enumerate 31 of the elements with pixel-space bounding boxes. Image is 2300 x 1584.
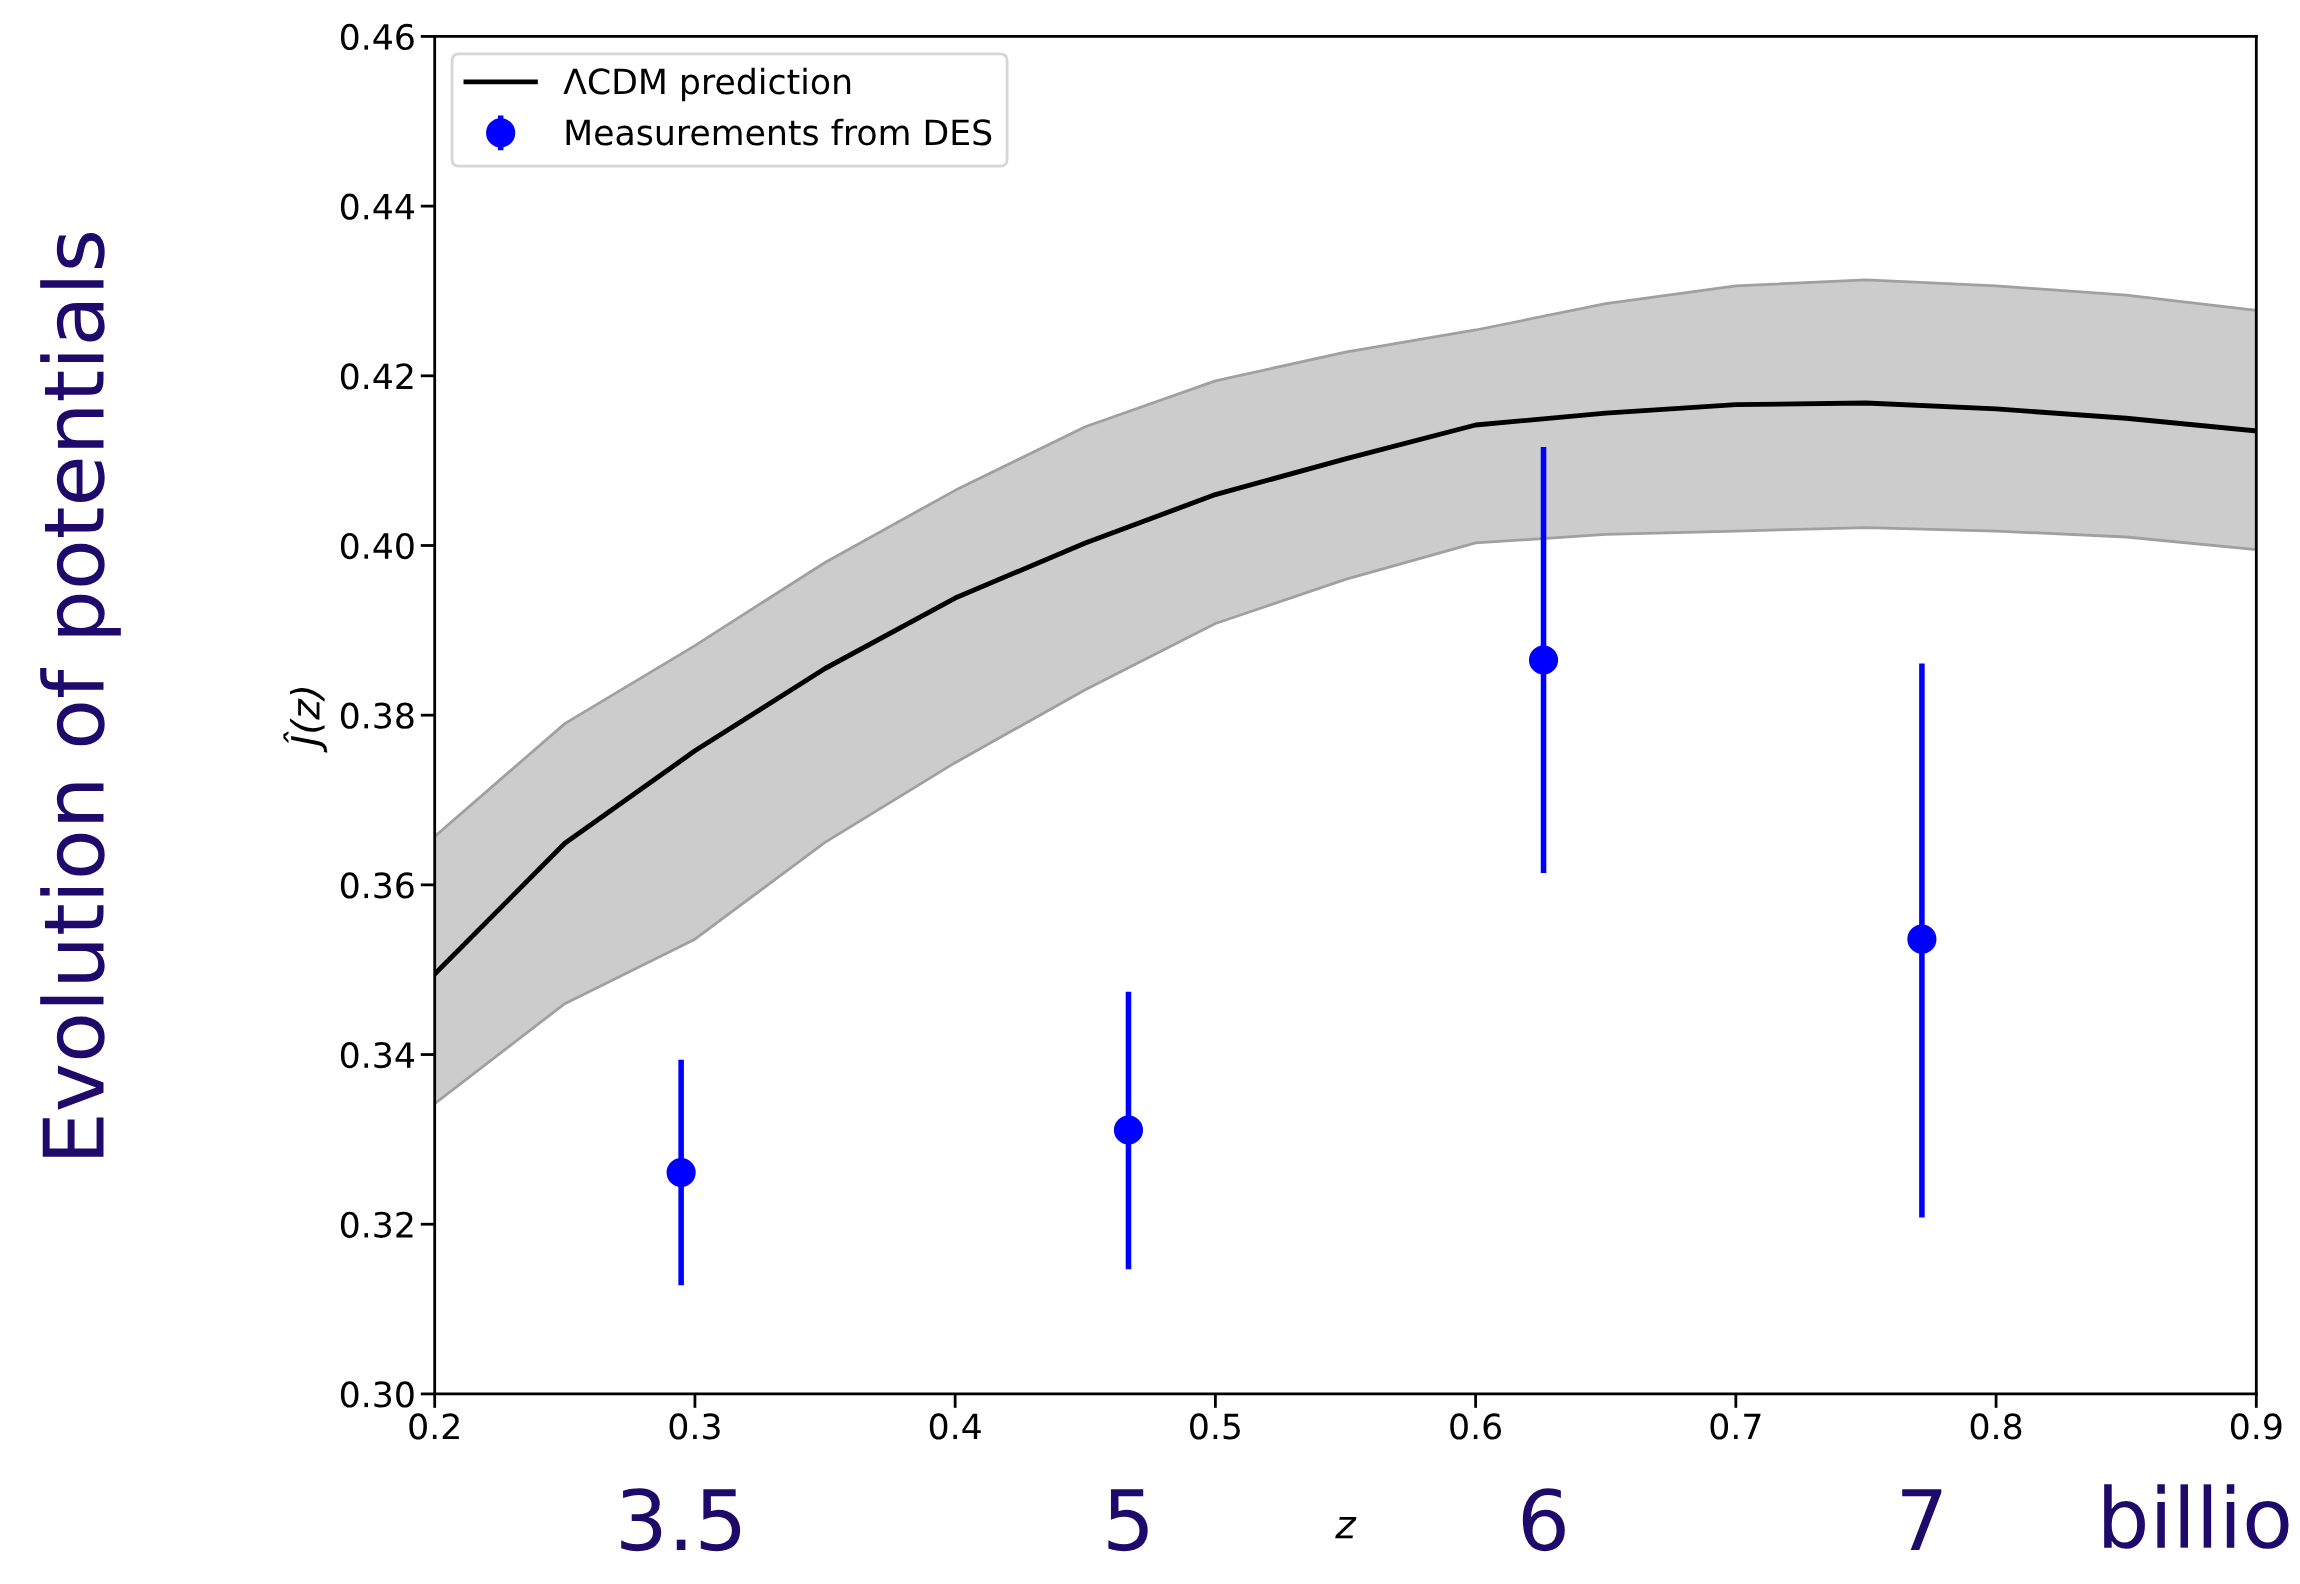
x-tick-label: 0.8 <box>1970 1413 2022 1440</box>
x-tick-label: 0.6 <box>1450 1413 1502 1440</box>
y-tick-label: 0.32 <box>340 1211 413 1238</box>
legend-label: ΛCDM prediction <box>563 67 851 102</box>
x-tick-label: 0.4 <box>929 1413 981 1440</box>
x-tick-label: 0.2 <box>409 1413 459 1440</box>
point <box>1907 924 1937 954</box>
y-tick-label: 0.44 <box>340 193 414 220</box>
x-tick-label: 0.7 <box>1710 1413 1761 1440</box>
x-tick-label: 0.5 <box>1190 1413 1240 1440</box>
y-tick-label: 0.36 <box>340 872 414 899</box>
point <box>666 1157 696 1188</box>
x-tick-label: 0.9 <box>2230 1413 2282 1440</box>
text: 5 <box>1108 1489 1148 1552</box>
text: Evolution of potentials <box>40 233 121 1157</box>
y-axis-title: Ĵ(z) <box>283 688 328 753</box>
y-tick-label: 0.34 <box>340 1041 414 1069</box>
legend-label: Measurements from DES <box>566 118 992 146</box>
point <box>1528 645 1559 675</box>
y-tick-label: 0.38 <box>340 702 414 729</box>
text: 3.5 <box>621 1488 741 1552</box>
text: billio <box>2104 1484 2289 1549</box>
y-tick-label: 0.42 <box>340 363 413 390</box>
y-tick-label: 0.40 <box>340 532 414 560</box>
x-tick-label: 0.3 <box>669 1413 720 1440</box>
point <box>1113 1115 1144 1145</box>
y-tick-label: 0.30 <box>340 1381 414 1408</box>
x-axis-title: z <box>1335 1517 1357 1539</box>
text: 7 <box>1902 1489 1942 1550</box>
text: 6 <box>1522 1488 1565 1552</box>
y-tick-label: 0.46 <box>340 23 414 51</box>
